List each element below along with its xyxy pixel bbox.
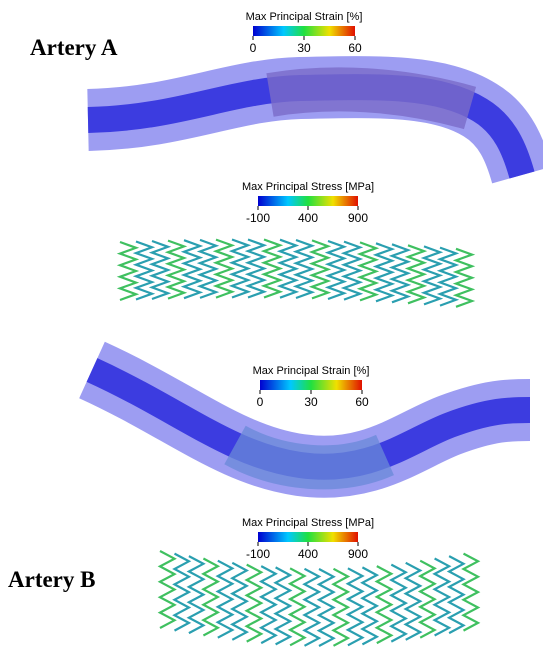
stent-strut <box>391 565 405 642</box>
stent-strut <box>203 559 217 636</box>
artery-a-model <box>88 87 522 175</box>
stent-strut <box>328 241 344 299</box>
colorbar-tick-label: 900 <box>348 547 368 561</box>
stent-strut <box>424 246 440 304</box>
stent-strut <box>435 559 450 636</box>
colorbar <box>260 380 362 390</box>
panel-label: Artery A <box>30 35 118 60</box>
stent-strut <box>456 249 472 307</box>
colorbar <box>258 196 358 206</box>
colorbar-tick-label: -100 <box>246 547 270 561</box>
colorbar-tick-label: 0 <box>257 395 264 409</box>
stent-strut <box>261 566 275 643</box>
stent-strut <box>360 242 376 300</box>
stent-strut <box>420 561 434 638</box>
colorbar-tick-label: 30 <box>297 41 311 55</box>
stent-strut <box>449 556 463 633</box>
colorbar-tick-label: 900 <box>348 211 368 225</box>
stent-strut <box>276 567 291 644</box>
stent-strut <box>152 241 168 299</box>
stent-strut <box>305 569 320 646</box>
stent-strut <box>362 567 376 644</box>
colorbar-tick-label: 60 <box>355 395 369 409</box>
stent-strut <box>120 242 136 300</box>
colorbar-title: Max Principal Strain [%] <box>246 11 363 23</box>
stent-strut <box>168 241 184 299</box>
stent-strut <box>184 240 200 298</box>
colorbar-tick-label: -100 <box>246 211 270 225</box>
stent-strut <box>348 568 363 645</box>
stent-strut <box>344 242 360 300</box>
colorbar-tick-label: 400 <box>298 211 318 225</box>
colorbar-tick-label: 0 <box>250 41 257 55</box>
colorbar-title: Max Principal Strain [%] <box>253 365 370 377</box>
stent-strut <box>440 248 456 306</box>
stent-strut <box>312 240 328 298</box>
stent-strut <box>319 569 334 646</box>
panel-label: Artery B <box>8 567 96 592</box>
stent-strut <box>290 568 304 645</box>
stent-strut <box>160 551 175 628</box>
stent-strut <box>218 561 233 638</box>
stent-strut <box>247 565 262 642</box>
stent-strut <box>136 242 152 300</box>
colorbar-tick-label: 400 <box>298 547 318 561</box>
colorbar-tick-label: 30 <box>304 395 318 409</box>
figure: Artery A Artery B Max Principal Strain [… <box>0 0 543 652</box>
colorbar <box>258 532 358 542</box>
stent-strut <box>377 566 392 643</box>
colorbar-title: Max Principal Stress [MPa] <box>242 517 374 529</box>
colorbar-title: Max Principal Stress [MPa] <box>242 181 374 193</box>
stent-strut <box>175 554 189 631</box>
stent-strut <box>189 556 204 633</box>
stent-strut <box>406 563 421 640</box>
stent-strut <box>334 569 348 646</box>
stent-strut <box>376 243 392 301</box>
stent-strut <box>392 244 408 302</box>
colorbar-tick-label: 60 <box>348 41 362 55</box>
colorbar <box>253 26 355 36</box>
stent-strut <box>464 554 479 631</box>
stent-strut <box>232 563 246 640</box>
stent-strut <box>408 245 424 303</box>
